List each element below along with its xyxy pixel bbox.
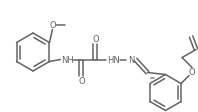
Text: HN: HN <box>107 56 120 64</box>
Text: =: = <box>146 74 156 80</box>
Text: NH: NH <box>61 56 74 64</box>
Text: O: O <box>189 67 195 76</box>
Text: O: O <box>49 21 56 30</box>
Text: O: O <box>78 76 85 85</box>
Text: O: O <box>92 35 99 44</box>
Text: N: N <box>128 56 135 64</box>
